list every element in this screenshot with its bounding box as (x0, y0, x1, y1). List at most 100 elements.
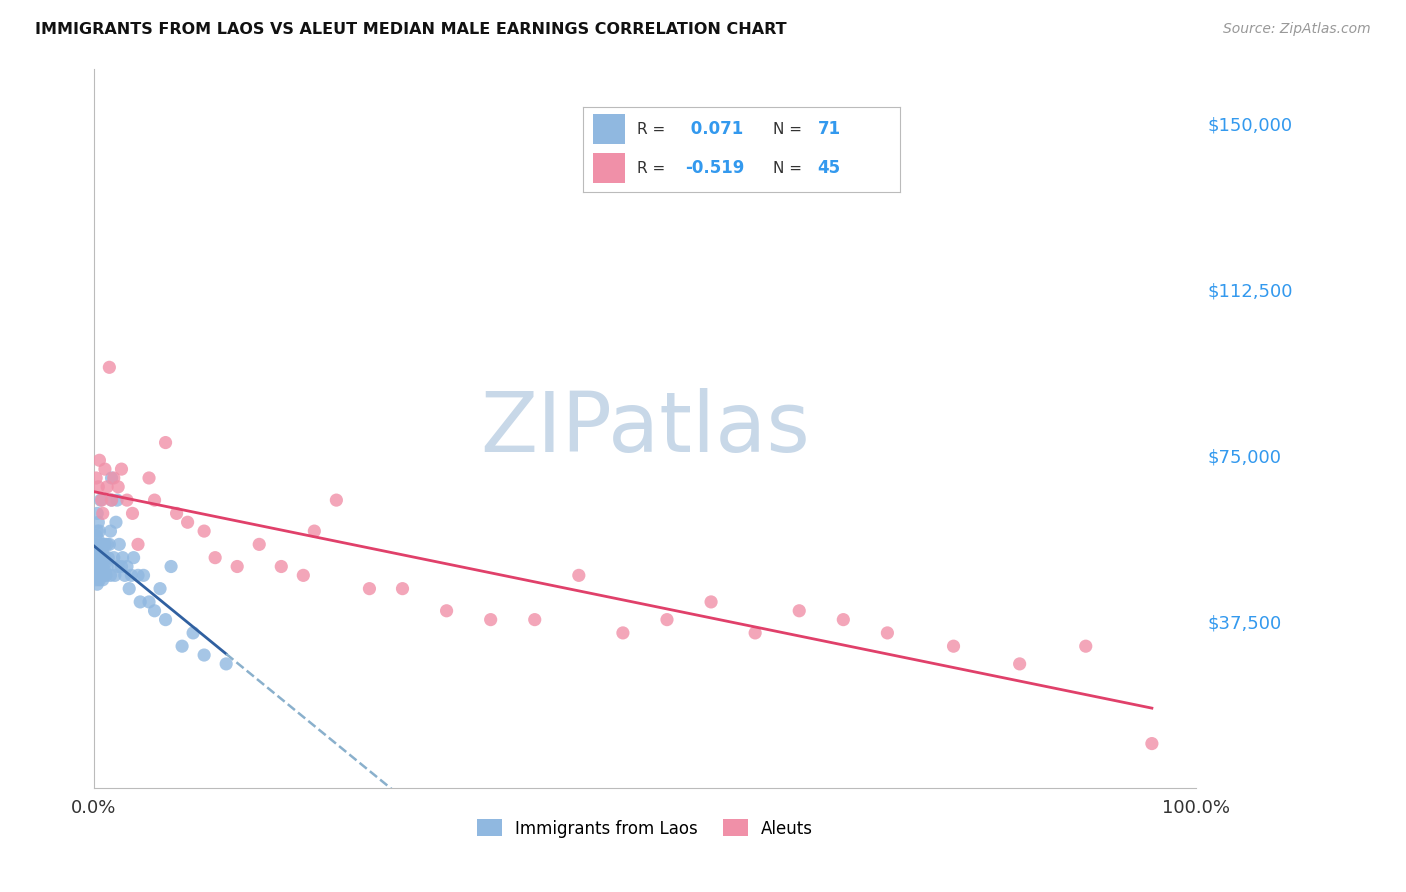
Point (84, 471, 107, 485)
Point (91, 559, 114, 574)
Point (744, 626, 766, 640)
Point (84, 550, 107, 565)
Text: R =: R = (637, 121, 665, 136)
Text: N =: N = (773, 121, 803, 136)
Point (100, 493, 122, 508)
Point (700, 595, 723, 609)
Point (94, 568, 117, 582)
Text: 45: 45 (818, 159, 841, 177)
Point (94, 550, 117, 565)
Point (127, 537, 149, 551)
Point (292, 568, 315, 582)
Point (97, 550, 120, 565)
Point (103, 550, 125, 565)
Point (391, 582, 413, 596)
Point (118, 582, 141, 596)
Point (89, 453, 111, 467)
Point (100, 493, 122, 508)
Point (90, 493, 112, 508)
Point (94, 564, 117, 578)
Point (84, 573, 107, 587)
Point (90, 493, 112, 508)
Point (84, 541, 107, 556)
Point (160, 559, 183, 574)
Point (86, 555, 108, 569)
Point (108, 537, 131, 551)
Bar (593, 153, 624, 183)
Point (91, 573, 114, 587)
Point (176, 515, 198, 529)
Text: N =: N = (773, 161, 803, 176)
Point (87, 568, 110, 582)
Text: IMMIGRANTS FROM LAOS VS ALEUT MEDIAN MALE EARNINGS CORRELATION CHART: IMMIGRANTS FROM LAOS VS ALEUT MEDIAN MAL… (35, 22, 787, 37)
Point (149, 582, 172, 596)
Point (655, 613, 678, 627)
Point (359, 582, 381, 596)
Point (115, 493, 138, 508)
Point (172, 639, 194, 653)
Point (86, 524, 108, 538)
Point (121, 507, 143, 521)
Point (93, 568, 115, 582)
Point (226, 559, 249, 574)
Point (84, 559, 107, 574)
Point (132, 568, 155, 582)
Point (86, 577, 108, 591)
Point (94, 555, 117, 569)
Point (523, 613, 546, 627)
Point (86, 507, 108, 521)
Point (90, 550, 112, 565)
Text: 71: 71 (818, 120, 841, 138)
Point (1008, 657, 1031, 671)
Point (110, 462, 132, 476)
Point (304, 524, 326, 538)
Bar (593, 114, 624, 145)
Point (104, 568, 127, 582)
Point (110, 559, 132, 574)
Point (96, 559, 118, 574)
Text: Source: ZipAtlas.com: Source: ZipAtlas.com (1223, 22, 1371, 37)
Point (138, 471, 160, 485)
Point (138, 595, 160, 609)
Point (143, 493, 166, 508)
Text: R =: R = (637, 161, 665, 176)
Point (100, 471, 122, 485)
Point (93, 550, 115, 565)
Point (1140, 737, 1163, 751)
Point (96, 537, 118, 551)
Point (87, 533, 110, 547)
Point (103, 471, 125, 485)
Point (115, 559, 138, 574)
Point (89, 559, 111, 574)
Point (94, 462, 117, 476)
Point (84, 559, 107, 574)
Point (942, 639, 965, 653)
Point (612, 626, 634, 640)
Point (89, 524, 111, 538)
Point (84, 568, 107, 582)
Text: -0.519: -0.519 (685, 159, 744, 177)
Point (87, 480, 110, 494)
Point (143, 604, 166, 618)
Point (129, 595, 152, 609)
Point (193, 648, 215, 662)
Legend: Immigrants from Laos, Aleuts: Immigrants from Laos, Aleuts (470, 813, 820, 844)
Point (1074, 639, 1097, 653)
Point (568, 568, 591, 582)
Point (84, 528, 107, 542)
Point (215, 657, 238, 671)
Point (100, 568, 122, 582)
Point (105, 493, 128, 508)
Point (89, 573, 111, 587)
Point (98, 360, 121, 375)
Point (270, 559, 292, 574)
Point (84, 555, 107, 569)
Point (111, 550, 134, 565)
Point (787, 604, 810, 618)
Point (107, 559, 129, 574)
Point (832, 613, 855, 627)
Point (325, 493, 347, 508)
Point (86, 564, 108, 578)
Point (90, 555, 112, 569)
Point (166, 507, 188, 521)
